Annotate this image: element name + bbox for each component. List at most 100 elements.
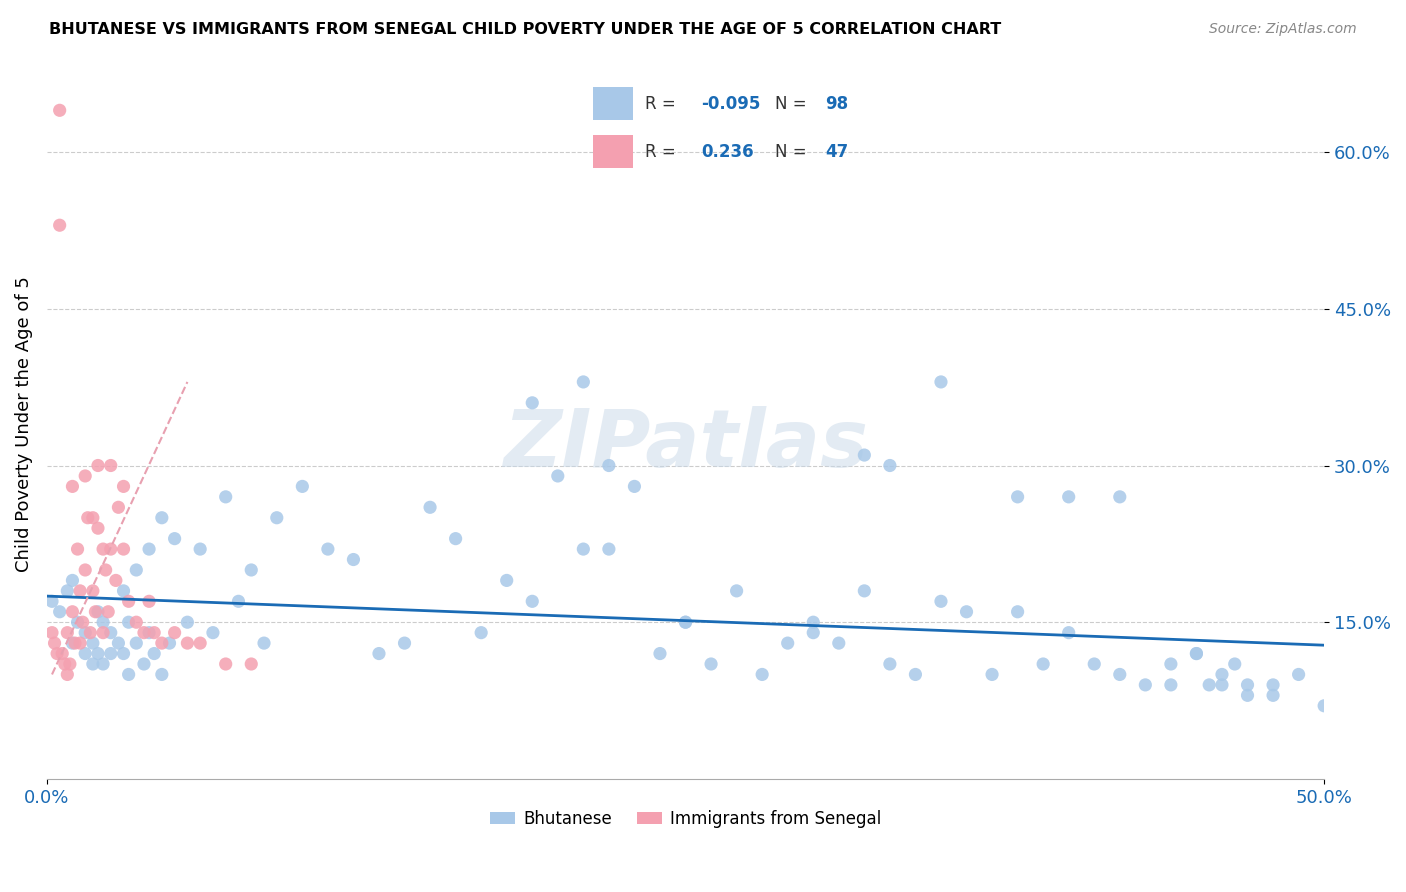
Point — [163, 625, 186, 640]
Point — [56, 583, 79, 598]
FancyBboxPatch shape — [593, 136, 633, 168]
Point — [56, 667, 79, 681]
Point — [63, 636, 86, 650]
Point — [675, 615, 697, 630]
Point — [132, 657, 155, 671]
Point — [48, 605, 70, 619]
Point — [72, 615, 94, 630]
Point — [342, 552, 364, 566]
Text: R =: R = — [645, 143, 682, 161]
Point — [87, 458, 110, 473]
Point — [117, 615, 139, 630]
Point — [368, 647, 391, 661]
Point — [700, 657, 723, 671]
Point — [240, 563, 263, 577]
Point — [215, 490, 238, 504]
Point — [69, 583, 91, 598]
Point — [107, 500, 129, 515]
Point — [176, 615, 198, 630]
Text: R =: R = — [645, 95, 682, 112]
Point — [853, 583, 876, 598]
Point — [138, 625, 160, 640]
Point — [1236, 678, 1258, 692]
Point — [97, 605, 120, 619]
Point — [51, 647, 73, 661]
Point — [188, 542, 211, 557]
Point — [82, 636, 104, 650]
Point — [87, 521, 110, 535]
Point — [291, 479, 314, 493]
Point — [648, 647, 671, 661]
Point — [1007, 605, 1029, 619]
Text: N =: N = — [775, 143, 813, 161]
Point — [547, 469, 569, 483]
Text: BHUTANESE VS IMMIGRANTS FROM SENEGAL CHILD POVERTY UNDER THE AGE OF 5 CORRELATIO: BHUTANESE VS IMMIGRANTS FROM SENEGAL CHI… — [49, 22, 1001, 37]
Point — [240, 657, 263, 671]
Point — [1236, 689, 1258, 703]
Point — [470, 625, 492, 640]
Point — [150, 510, 173, 524]
Point — [91, 615, 114, 630]
Point — [828, 636, 851, 650]
Point — [801, 625, 824, 640]
Point — [394, 636, 416, 650]
Point — [138, 542, 160, 557]
Point — [46, 647, 69, 661]
Y-axis label: Child Poverty Under the Age of 5: Child Poverty Under the Age of 5 — [15, 276, 32, 572]
Point — [1057, 625, 1080, 640]
Point — [1223, 657, 1246, 671]
Point — [1032, 657, 1054, 671]
Point — [100, 625, 122, 640]
Legend: Bhutanese, Immigrants from Senegal: Bhutanese, Immigrants from Senegal — [484, 803, 889, 835]
Point — [84, 605, 107, 619]
Point — [91, 542, 114, 557]
Point — [62, 636, 84, 650]
Point — [1313, 698, 1336, 713]
Text: Source: ZipAtlas.com: Source: ZipAtlas.com — [1209, 22, 1357, 37]
Point — [125, 615, 148, 630]
Point — [138, 594, 160, 608]
Point — [598, 458, 620, 473]
Point — [879, 458, 901, 473]
Point — [675, 615, 697, 630]
Point — [1198, 678, 1220, 692]
Point — [150, 636, 173, 650]
Point — [1185, 647, 1208, 661]
Point — [117, 594, 139, 608]
Point — [1160, 657, 1182, 671]
Text: 98: 98 — [825, 95, 848, 112]
Point — [751, 667, 773, 681]
Point — [981, 667, 1004, 681]
Point — [201, 625, 224, 640]
Point — [215, 657, 238, 671]
Point — [75, 563, 97, 577]
Point — [112, 647, 135, 661]
Point — [79, 625, 101, 640]
Point — [48, 103, 70, 118]
Point — [41, 625, 63, 640]
Point — [955, 605, 977, 619]
Point — [66, 615, 89, 630]
Text: 47: 47 — [825, 143, 848, 161]
Point — [75, 625, 97, 640]
Point — [112, 542, 135, 557]
Point — [1288, 667, 1310, 681]
Point — [725, 583, 748, 598]
Text: 0.236: 0.236 — [702, 143, 754, 161]
Point — [75, 469, 97, 483]
Point — [143, 647, 166, 661]
Point — [125, 563, 148, 577]
FancyBboxPatch shape — [593, 87, 633, 120]
Point — [48, 218, 70, 232]
Point — [188, 636, 211, 650]
Text: -0.095: -0.095 — [702, 95, 761, 112]
Point — [1211, 678, 1233, 692]
Point — [444, 532, 467, 546]
Point — [125, 636, 148, 650]
Point — [1160, 678, 1182, 692]
Point — [62, 574, 84, 588]
Point — [75, 647, 97, 661]
Point — [904, 667, 927, 681]
Point — [112, 583, 135, 598]
Point — [132, 625, 155, 640]
